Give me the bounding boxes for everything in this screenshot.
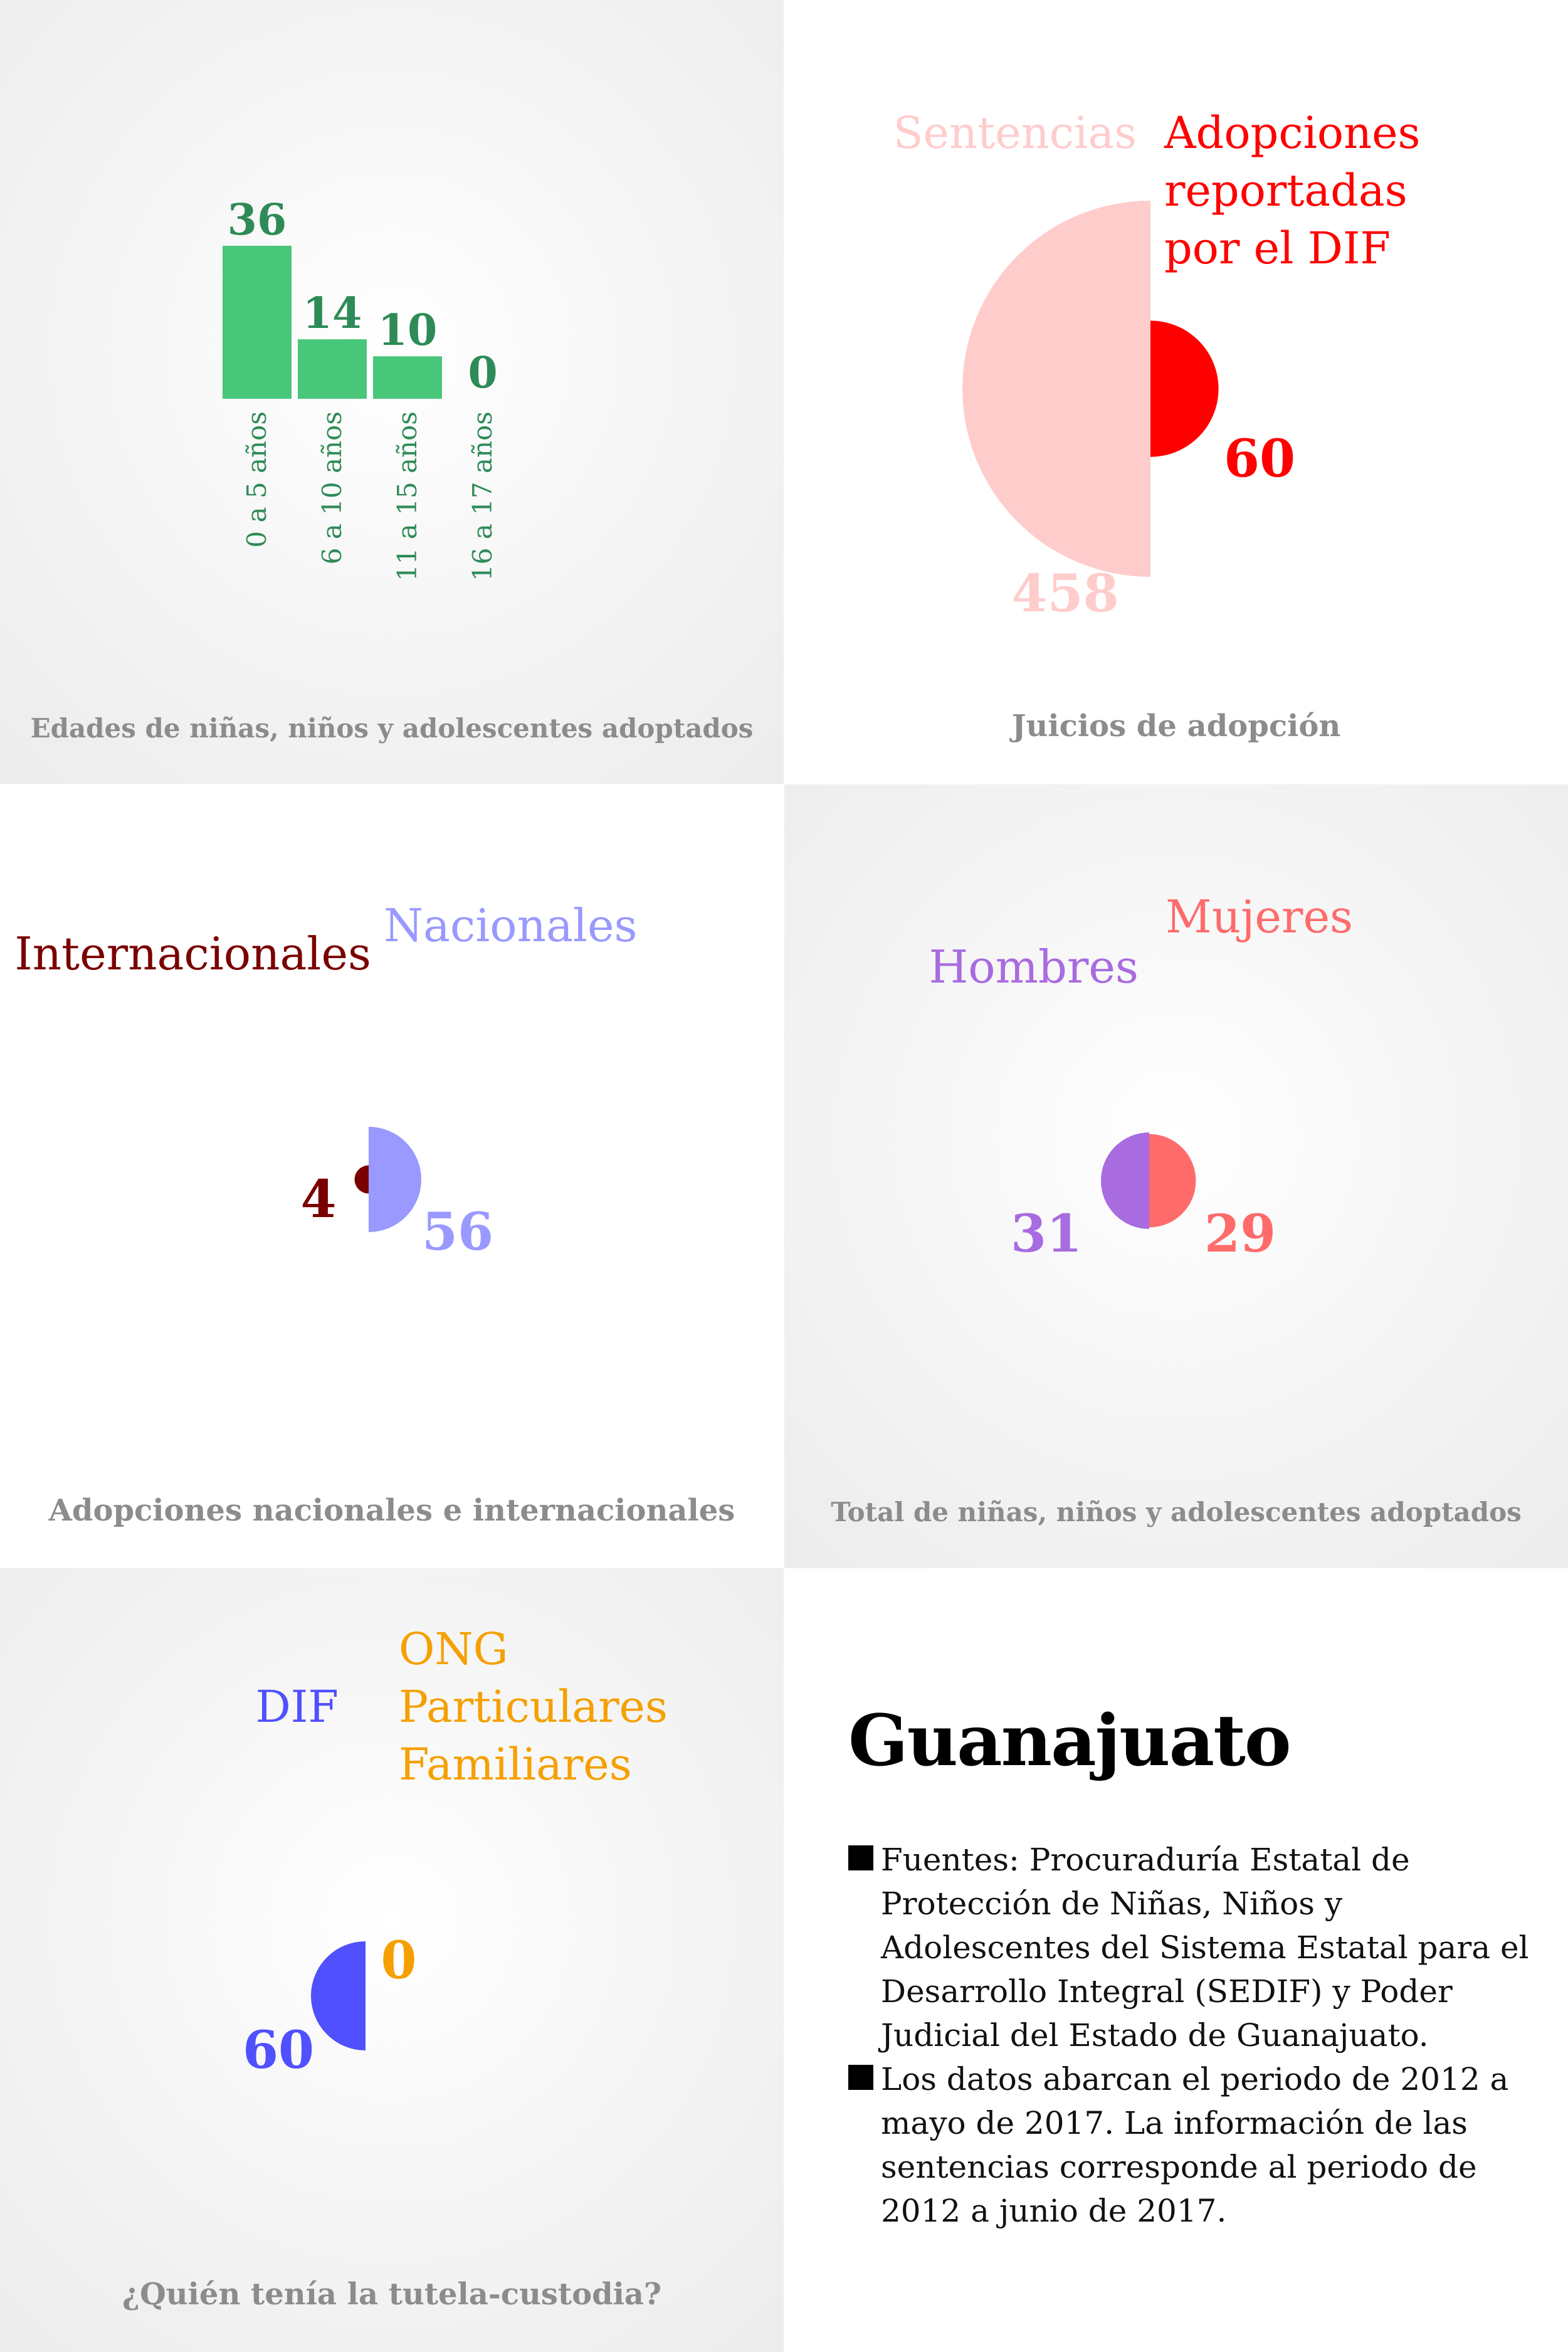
- nacionales-semicircle: [369, 1127, 421, 1232]
- age-category-label: 16 a 17 años: [467, 411, 498, 581]
- notes-list: Fuentes: Procuraduría Estatal de Protecc…: [848, 1838, 1550, 2233]
- age-category-label: 6 a 10 años: [317, 411, 347, 564]
- series-label: ONG: [399, 1623, 508, 1675]
- custody-panel: DIF ONG Particulares Familiares 60 0 ¿Quién t…: [0, 1568, 784, 2352]
- dif-adoptions-semicircle: [1150, 320, 1219, 457]
- gender-chart: Hombres Mujeres 31 29: [929, 890, 1354, 1264]
- gender-caption: Total de niñas, niños y adolescentes ado…: [831, 1497, 1522, 1527]
- series-label: por el DIF: [1164, 223, 1391, 274]
- series-label: DIF: [256, 1681, 339, 1732]
- internacionales-value: 4: [300, 1169, 336, 1230]
- age-value-label: 36: [228, 195, 287, 245]
- age-value-label: 14: [303, 288, 362, 339]
- dif-custody-value: 60: [243, 2020, 314, 2080]
- trials-panel: Sentencias Adopciones reportadas por el DIF…: [784, 0, 1568, 784]
- series-label: Nacionales: [384, 899, 638, 952]
- series-label: Adopciones: [1164, 107, 1420, 159]
- custody-chart: DIF ONG Particulares Familiares 60 0: [243, 1623, 668, 2080]
- note-item: Los datos abarcan el periodo de 2012 a m…: [848, 2057, 1550, 2233]
- region-title: Guanajuato: [848, 1700, 1292, 1782]
- custody-caption: ¿Quién tenía la tutela-custodia?: [122, 2277, 662, 2312]
- series-label: Sentencias: [893, 107, 1137, 159]
- age-bar: [298, 339, 367, 399]
- series-label: Internacionales: [14, 927, 371, 980]
- age-bar: [223, 246, 292, 399]
- age-bar: [373, 356, 442, 399]
- gender-panel: Hombres Mujeres 31 29 Total de niñas, niños…: [784, 784, 1568, 1568]
- series-label: Familiares: [399, 1739, 632, 1790]
- trials-chart: Sentencias Adopciones reportadas por el DIF…: [893, 107, 1421, 624]
- series-label: Hombres: [929, 941, 1139, 993]
- series-label: Particulares: [399, 1681, 668, 1732]
- internacionales-semicircle: [354, 1165, 369, 1194]
- series-label: reportadas: [1164, 165, 1408, 216]
- dif-value: 60: [1224, 429, 1295, 489]
- info-panel: Guanajuato Fuentes: Procuraduría Estatal…: [784, 1568, 1568, 2352]
- age-category-label: 11 a 15 años: [392, 411, 423, 581]
- hombres-value: 31: [1011, 1204, 1082, 1264]
- sentencias-semicircle: [962, 201, 1150, 577]
- ong-value: 0: [381, 1931, 416, 1991]
- mujeres-value: 29: [1204, 1204, 1276, 1264]
- age-value-label: 10: [378, 305, 438, 356]
- age-category-label: 0 a 5 años: [241, 411, 272, 547]
- mujeres-semicircle: [1149, 1134, 1196, 1228]
- age-value-label: 0: [468, 348, 497, 398]
- nacionales-value: 56: [422, 1202, 493, 1262]
- ages-panel: 36 0 a 5 años 14 6 a 10 años 10 11 a 15 años 0…: [0, 0, 784, 784]
- sentencias-value: 458: [1011, 564, 1118, 624]
- note-item: Fuentes: Procuraduría Estatal de Protecc…: [848, 1838, 1550, 2057]
- hombres-semicircle: [1101, 1132, 1149, 1229]
- trials-caption: Juicios de adopción: [1011, 709, 1341, 744]
- ages-caption: Edades de niñas, niños y adolescentes ad…: [30, 713, 754, 744]
- series-label: Mujeres: [1165, 890, 1353, 943]
- dif-custody-semicircle: [311, 1941, 366, 2050]
- nat-int-panel: Internacionales Nacionales 4 56 Adopciones …: [0, 784, 784, 1568]
- ages-bar-chart: 36 0 a 5 años 14 6 a 10 años 10 11 a 15 años 0…: [223, 195, 498, 581]
- nat-int-caption: Adopciones nacionales e internacionales: [48, 1493, 735, 1528]
